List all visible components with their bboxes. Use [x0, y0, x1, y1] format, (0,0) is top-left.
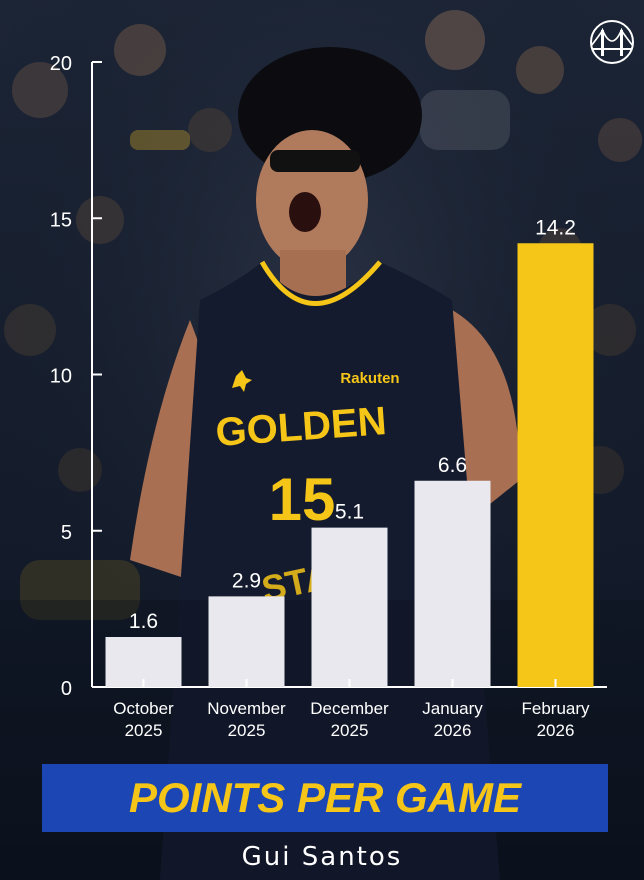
x-tick-label: 2026: [537, 721, 575, 740]
x-tick-label: February: [521, 699, 590, 718]
x-tick-label: 2025: [228, 721, 266, 740]
jersey-number: 15: [269, 466, 336, 533]
bar-value-label: 5.1: [335, 501, 364, 524]
y-tick-label: 15: [50, 209, 72, 231]
x-tick-label: January: [422, 699, 483, 718]
y-tick-label: 20: [50, 53, 72, 75]
bar: [517, 243, 594, 687]
x-tick-label: 2026: [434, 721, 472, 740]
golden-gate-bridge-icon: [590, 20, 634, 64]
bar: [414, 480, 491, 687]
bar-value-label: 1.6: [129, 610, 158, 633]
bar: [208, 596, 285, 687]
y-tick-label: 0: [61, 678, 72, 700]
bar: [311, 527, 388, 687]
brand-jumpman-icon: [232, 370, 252, 392]
bar-value-label: 14.2: [535, 216, 576, 239]
x-tick-label: 2025: [125, 721, 163, 740]
bar: [105, 637, 182, 687]
x-tick-label: 2025: [331, 721, 369, 740]
jersey-sponsor: Rakuten: [340, 370, 399, 387]
title-banner: POINTS PER GAME: [42, 764, 608, 832]
x-tick-label: October: [113, 699, 174, 718]
x-tick-label: December: [310, 699, 389, 718]
player-name: Gui Santos: [241, 842, 403, 872]
y-tick-label: 10: [50, 366, 72, 388]
bar-value-label: 6.6: [438, 454, 467, 477]
y-tick-label: 5: [61, 522, 72, 544]
crowd: [4, 10, 642, 620]
chart-title: POINTS PER GAME: [128, 774, 522, 821]
bar-value-label: 2.9: [232, 569, 261, 592]
x-tick-label: November: [207, 699, 286, 718]
